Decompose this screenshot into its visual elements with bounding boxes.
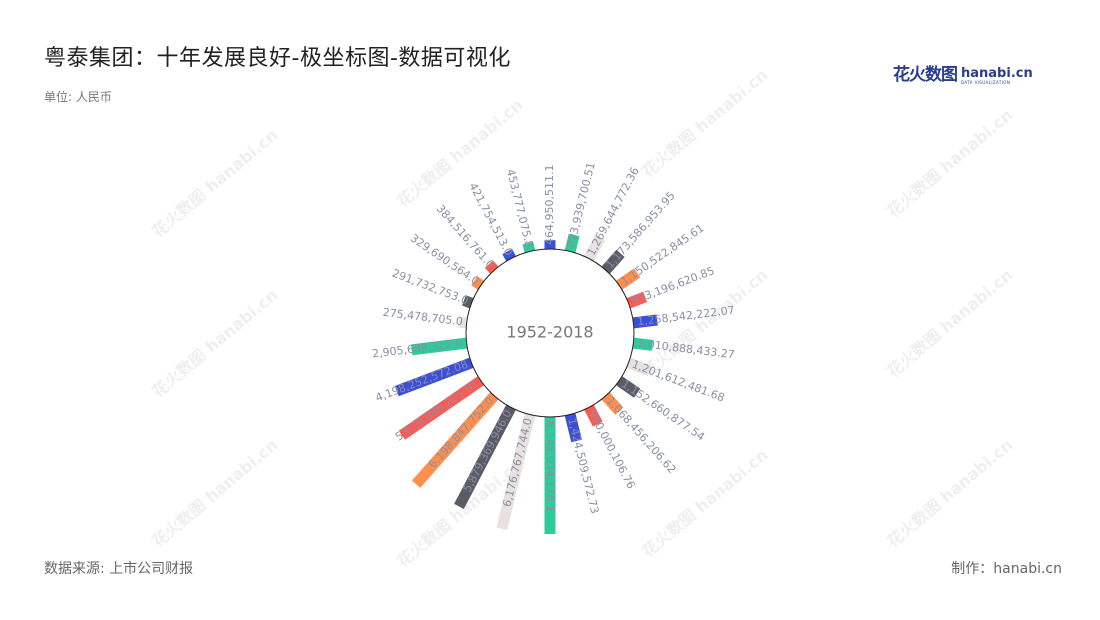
polar-bar[interactable] xyxy=(584,234,606,262)
bar-group xyxy=(496,413,536,531)
page-title: 粤泰集团：十年发展良好-极坐标图-数据可视化 xyxy=(44,46,511,71)
bar-group xyxy=(411,337,468,356)
bar-value-label: 453,777,075.8 xyxy=(504,168,536,249)
logo-sub-text: DATA VISUALIZATION xyxy=(961,80,1011,85)
polar-bar[interactable] xyxy=(564,413,582,443)
bar-group xyxy=(601,392,624,415)
polar-bar[interactable] xyxy=(471,276,484,290)
bar-group xyxy=(564,233,580,253)
polar-bar[interactable] xyxy=(398,376,484,440)
bar-value-label: 1,010,888,433.27 xyxy=(637,337,736,362)
bar-group xyxy=(584,404,603,427)
bar-group xyxy=(544,417,556,534)
data-source: 数据来源: 上市公司财报 xyxy=(44,561,194,577)
bar-group xyxy=(522,241,536,253)
polar-bar[interactable] xyxy=(601,392,624,415)
polar-bar[interactable] xyxy=(411,392,499,488)
bar-group xyxy=(398,376,484,440)
bar-group xyxy=(471,276,484,290)
bar-group xyxy=(458,316,468,329)
bar-group xyxy=(626,291,648,309)
polar-bar[interactable] xyxy=(496,413,536,531)
polar-bar[interactable] xyxy=(601,249,625,274)
polar-bar[interactable] xyxy=(484,260,499,274)
polar-bar[interactable] xyxy=(502,248,516,262)
bar-group xyxy=(616,268,641,290)
bar-group xyxy=(584,234,606,262)
bar-value-label: 464,950,511.1 xyxy=(543,165,556,245)
polar-bar[interactable] xyxy=(584,404,603,427)
logo-en-block: hanabi.cn DATA VISUALIZATION xyxy=(961,67,1033,85)
bar-value-label: 6,145,934,178.1 xyxy=(544,421,557,512)
polar-bar[interactable] xyxy=(632,337,654,351)
polar-bar[interactable] xyxy=(626,291,648,309)
bar-value-label: 275,478,705.0 xyxy=(382,306,463,329)
bar-group xyxy=(564,413,582,443)
center-circle xyxy=(465,248,635,418)
bar-group xyxy=(632,314,658,329)
credit: 制作：hanabi.cn xyxy=(951,561,1062,577)
bar-group xyxy=(616,376,641,398)
bar-group xyxy=(632,337,654,351)
bar-value-label: 2,905,689,322.0 xyxy=(371,337,463,361)
bar-group xyxy=(601,249,625,274)
polar-bar[interactable] xyxy=(411,337,468,356)
center-label: 1952-2018 xyxy=(506,323,593,342)
polar-bar[interactable] xyxy=(394,357,474,397)
bar-group xyxy=(411,392,499,488)
bar-group xyxy=(394,357,474,397)
bar-value-label: 1,258,542,222.07 xyxy=(637,304,736,329)
unit-label: 单位: 人民币 xyxy=(44,90,112,104)
polar-bar[interactable] xyxy=(564,233,580,253)
polar-bar[interactable] xyxy=(632,314,658,329)
polar-bar[interactable] xyxy=(454,404,516,510)
polar-bar[interactable] xyxy=(458,316,468,329)
polar-bar[interactable] xyxy=(544,240,556,249)
bar-group xyxy=(454,404,516,510)
logo-cn-text: 花火数图 xyxy=(893,65,958,85)
bar-group xyxy=(544,240,556,249)
brand-logo[interactable]: 花火数图 hanabi.cn DATA VISUALIZATION xyxy=(893,60,1033,85)
bar-group xyxy=(626,357,652,377)
polar-bar[interactable] xyxy=(544,417,556,534)
bar-group xyxy=(502,248,516,262)
logo-en-text: hanabi.cn xyxy=(961,66,1033,81)
polar-bar[interactable] xyxy=(522,241,536,253)
polar-bar[interactable] xyxy=(626,357,652,377)
polar-bar[interactable] xyxy=(616,268,641,290)
bar-group xyxy=(484,260,499,274)
polar-bar[interactable] xyxy=(616,376,641,398)
